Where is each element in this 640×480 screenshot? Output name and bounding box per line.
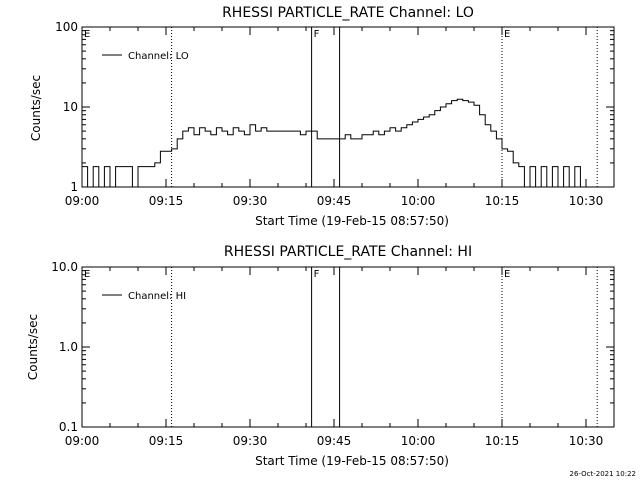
chart-title: RHESSI PARTICLE_RATE Channel: LO (222, 5, 474, 21)
legend-label: Channel: HI (128, 291, 186, 302)
x-tick-label: 09:45 (317, 194, 352, 208)
marker-label: E (504, 29, 510, 40)
marker-label: F (314, 269, 320, 280)
marker-label: E (504, 269, 510, 280)
y-tick-label: 0.1 (59, 420, 78, 434)
y-axis-label: Counts/sec (26, 314, 40, 380)
footer-timestamp: 26-Oct-2021 10:22 (570, 470, 636, 478)
y-tick-label: 1 (70, 180, 78, 194)
marker-label: E (84, 29, 90, 40)
legend-label: Channel: LO (128, 51, 189, 62)
marker-label: E (84, 269, 90, 280)
y-tick-label: 10.0 (51, 260, 78, 274)
x-tick-label: 10:30 (569, 194, 604, 208)
x-tick-label: 09:00 (65, 194, 100, 208)
chart-title: RHESSI PARTICLE_RATE Channel: HI (224, 244, 472, 260)
x-tick-label: 10:15 (485, 194, 520, 208)
y-tick-label: 10 (63, 100, 78, 114)
x-tick-label: 09:00 (65, 434, 100, 448)
x-tick-label: 09:30 (233, 434, 268, 448)
x-axis-label: Start Time (19-Feb-15 08:57:50) (255, 214, 449, 228)
x-tick-label: 10:00 (401, 434, 436, 448)
x-axis-label: Start Time (19-Feb-15 08:57:50) (255, 454, 449, 468)
panel-lo: RHESSI PARTICLE_RATE Channel: LO Start T… (29, 5, 615, 228)
x-tick-label: 09:45 (317, 434, 352, 448)
x-tick-label: 10:00 (401, 194, 436, 208)
marker-label: F (314, 29, 320, 40)
x-tick-label: 09:15 (149, 434, 184, 448)
y-tick-label: 1.0 (59, 340, 78, 354)
x-tick-label: 09:15 (149, 194, 184, 208)
panel-hi: RHESSI PARTICLE_RATE Channel: HI Start T… (26, 244, 615, 468)
y-axis-label: Counts/sec (29, 75, 43, 141)
y-tick-label: 100 (55, 20, 78, 34)
x-tick-label: 09:30 (233, 194, 268, 208)
series-line (82, 98, 598, 188)
x-tick-label: 10:30 (569, 434, 604, 448)
x-tick-label: 10:15 (485, 434, 520, 448)
